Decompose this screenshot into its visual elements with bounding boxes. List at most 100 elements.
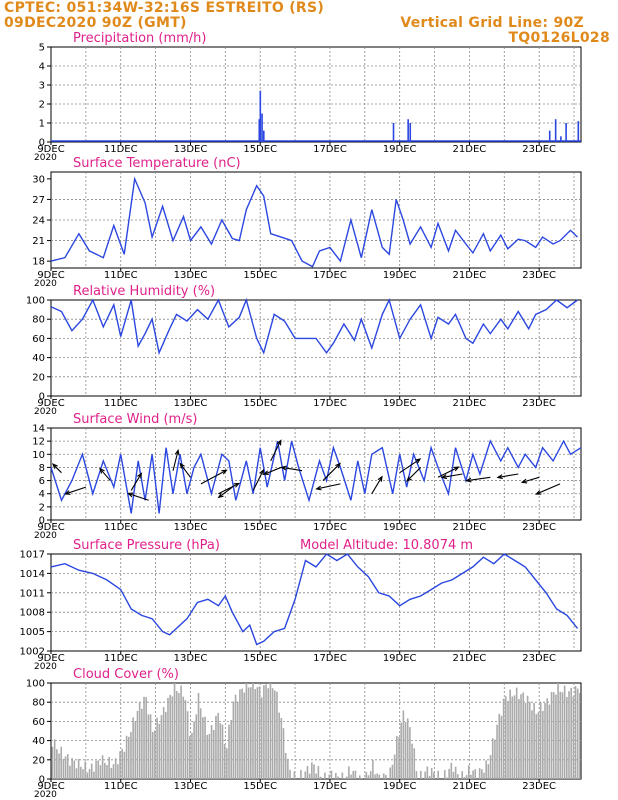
cloud-bar: [245, 683, 248, 779]
cloud-bar: [450, 762, 453, 779]
cloud-bar: [88, 769, 91, 779]
x-tick-label: 9DEC: [37, 653, 64, 664]
y-tick-label: 4: [39, 62, 45, 73]
wind-arrow-head: [415, 458, 422, 464]
cloud-bar: [273, 690, 276, 779]
wind-arrow-shaft: [263, 466, 282, 475]
wind-arrow-shaft: [399, 458, 421, 474]
cloud-bar: [544, 702, 546, 779]
y-tick-label: 4: [39, 489, 45, 500]
wind-arrow-shaft: [130, 473, 142, 491]
series-line: [50, 439, 582, 514]
cloud-bar: [498, 713, 501, 779]
cloud-bar: [531, 710, 533, 779]
wind-arrow-shaft: [536, 483, 561, 495]
x-tick-label: 19DEC: [383, 522, 417, 533]
cloud-bar: [138, 701, 141, 779]
precip-bar: [258, 119, 261, 142]
cloud-bar: [424, 771, 426, 779]
cloud-bar: [502, 698, 505, 779]
cloud-bar: [62, 758, 65, 779]
cloud-bar: [263, 685, 265, 779]
cloud-bar: [95, 760, 97, 779]
x-tick-label: 17DEC: [313, 270, 347, 281]
cloud-bar: [308, 773, 311, 779]
cloud-bar: [160, 715, 163, 779]
x-year-label: 2020: [34, 153, 57, 163]
cloud-bar: [64, 756, 67, 779]
cloud-bar: [199, 708, 202, 779]
panel-frame: [50, 427, 582, 521]
cloud-bar: [542, 710, 544, 779]
x-tick-label: 23DEC: [522, 270, 556, 281]
x-tick-label: 13DEC: [174, 144, 208, 155]
cloud-bar: [66, 754, 69, 779]
panel-annotation: Model Altitude: 10.8074 m: [300, 538, 473, 553]
cloud-bar: [313, 764, 315, 779]
cloud-bar: [372, 759, 374, 779]
cloud-bar: [239, 689, 241, 779]
cloud-bar: [454, 766, 457, 779]
y-tick-label: 3: [39, 81, 45, 92]
y-tick-label: 1008: [20, 608, 45, 619]
cloud-bar: [500, 715, 503, 779]
cloud-bar: [141, 708, 143, 779]
cloud-bar: [254, 689, 256, 779]
cloud-bar: [574, 686, 577, 779]
wind-arrow-head: [315, 485, 322, 491]
header-station: CPTEC: 051:34W-32:16S ESTREITO (RS): [4, 0, 325, 16]
wind-arrow-shaft: [179, 463, 191, 478]
wind-arrow-head: [465, 477, 472, 483]
wind-arrow-head: [406, 476, 412, 483]
panel-frame: [50, 299, 582, 397]
x-tick-label: 21DEC: [453, 398, 487, 409]
x-tick-label: 15DEC: [243, 144, 277, 155]
wind-arrow-head: [280, 465, 287, 471]
cloud-bar: [173, 683, 176, 779]
x-tick-label: 9DEC: [37, 270, 64, 281]
cloud-bar: [75, 768, 78, 779]
cloud-bar: [548, 704, 551, 779]
cloud-bar: [433, 772, 435, 779]
x-year-label: 2020: [34, 407, 57, 417]
cloud-bar: [402, 710, 405, 779]
x-tick-label: 9DEC: [37, 398, 64, 409]
x-tick-label: 21DEC: [453, 781, 487, 792]
cloud-bar: [195, 714, 198, 779]
x-tick-label: 11DEC: [104, 398, 138, 409]
cloud-bar: [396, 735, 398, 779]
cloud-bar: [337, 776, 339, 779]
cloud-bar: [474, 769, 477, 779]
cloud-bar: [304, 771, 307, 779]
cloud-bar: [108, 757, 110, 779]
cloud-bar: [572, 696, 575, 779]
cloud-bar: [566, 697, 568, 779]
y-tick-label: 1014: [20, 569, 45, 580]
cloud-bar: [579, 693, 581, 779]
y-tick-label: 21: [32, 236, 45, 247]
cloud-bar: [426, 766, 429, 779]
cloud-bar: [77, 758, 80, 779]
y-tick-label: 5: [39, 43, 45, 54]
cloud-bar: [411, 743, 413, 779]
cloud-bar: [487, 764, 490, 779]
x-year-label: 2020: [34, 279, 57, 289]
wind-arrow-shaft: [371, 476, 383, 494]
cloud-bar: [149, 714, 152, 779]
y-tick-label: 10: [32, 450, 45, 461]
y-tick-label: 1005: [20, 627, 45, 638]
wind-arrow-head: [520, 478, 528, 484]
precip-bar: [554, 119, 557, 142]
cloud-bar: [178, 693, 180, 779]
wind-arrow-head: [453, 466, 460, 472]
y-tick-label: 30: [32, 174, 45, 185]
precip-bar: [409, 123, 412, 142]
x-year-label: 2020: [34, 790, 57, 800]
cloud-bar: [382, 773, 385, 779]
cloud-bar: [419, 770, 422, 779]
cloud-bar: [210, 725, 213, 779]
y-tick-label: 1: [39, 119, 45, 130]
cloud-bar: [496, 724, 498, 779]
cloud-bar: [219, 723, 222, 779]
cloud-bar: [330, 770, 333, 779]
